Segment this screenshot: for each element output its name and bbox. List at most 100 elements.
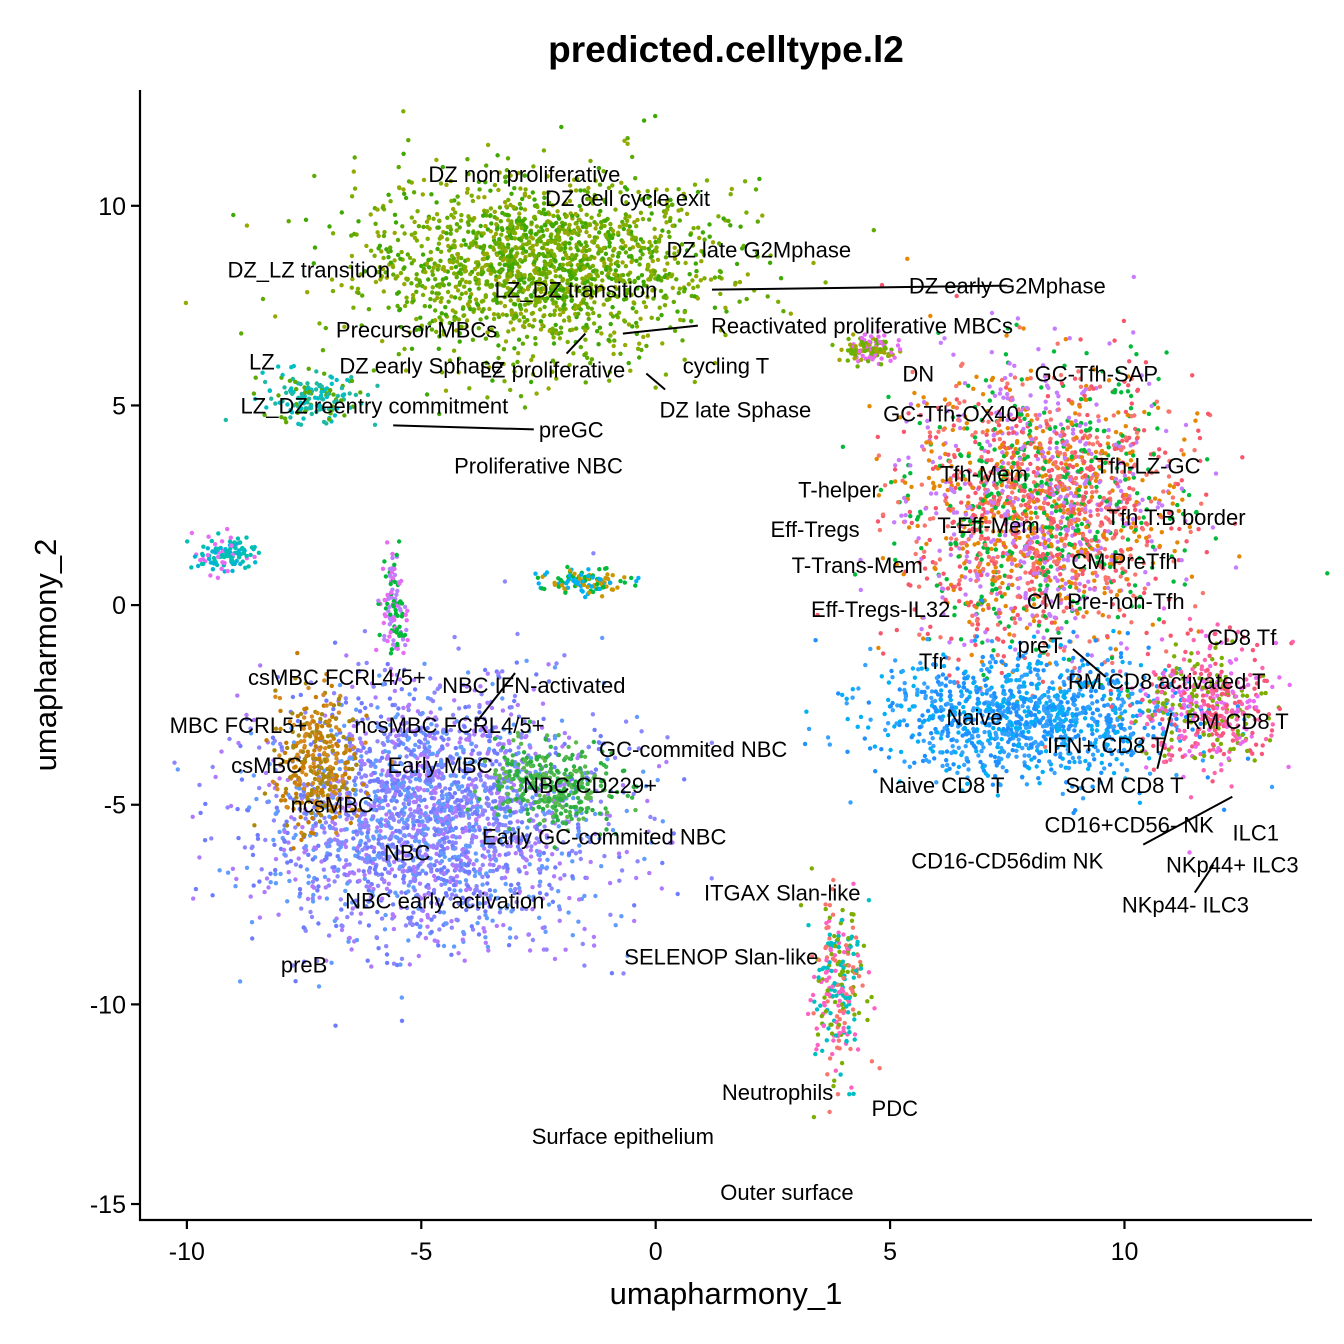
cell-point	[886, 394, 891, 400]
cell-point	[1074, 717, 1079, 722]
cell-point	[1111, 578, 1117, 584]
cell-point	[695, 284, 700, 289]
cell-point	[1018, 503, 1024, 508]
cell-point	[1049, 728, 1055, 733]
cell-point	[1154, 399, 1160, 404]
cell-point	[539, 211, 544, 216]
cell-point	[1175, 540, 1180, 545]
chart-title: predicted.celltype.l2	[548, 29, 904, 70]
cell-point	[311, 261, 316, 266]
cell-point	[480, 265, 485, 270]
cell-point	[488, 206, 494, 211]
cell-point	[905, 256, 910, 261]
cell-point	[1058, 494, 1063, 499]
cell-point	[1055, 401, 1061, 406]
cell-point	[1120, 433, 1125, 438]
cell-point	[1040, 429, 1046, 434]
cell-point	[452, 238, 457, 244]
cell-point	[1052, 770, 1057, 776]
cell-point	[885, 721, 891, 726]
cell-point	[437, 218, 442, 223]
cell-point	[593, 283, 599, 289]
cell-point	[1106, 614, 1112, 619]
cell-point	[898, 749, 904, 755]
cell-point	[451, 206, 456, 212]
cell-point	[1005, 586, 1011, 591]
cell-point	[1159, 530, 1165, 535]
cell-point	[1026, 499, 1032, 505]
cell-point	[512, 346, 517, 351]
cell-point	[543, 266, 549, 272]
cell-point	[1015, 612, 1020, 618]
cell-point	[574, 231, 579, 236]
cell-point	[1022, 672, 1027, 677]
cell-point	[806, 726, 812, 732]
cell-point	[534, 224, 540, 229]
cell-point	[484, 163, 489, 168]
cell-point	[1056, 484, 1061, 490]
cell-point	[428, 249, 433, 255]
cell-point	[306, 366, 311, 371]
cell-point	[464, 324, 469, 329]
cell-point	[991, 537, 996, 543]
cell-point	[545, 247, 550, 253]
cell-point	[588, 282, 593, 287]
cell-point	[917, 725, 922, 730]
cell-point	[1126, 582, 1132, 587]
cell-point	[1036, 571, 1041, 576]
cell-point	[512, 186, 517, 191]
cell-point	[368, 212, 373, 217]
cell-point	[1069, 454, 1075, 459]
cell-point	[1025, 552, 1030, 557]
cell-point	[682, 194, 687, 200]
cell-point	[329, 277, 335, 282]
cell-point	[1059, 461, 1064, 466]
cell-point	[1084, 351, 1089, 356]
cell-point	[1021, 452, 1027, 458]
cell-point	[1050, 680, 1055, 685]
cell-point	[718, 291, 723, 297]
cell-point	[938, 340, 943, 345]
cell-point	[1010, 748, 1015, 753]
cell-point	[971, 675, 976, 680]
cell-point	[945, 586, 951, 591]
cell-point	[638, 256, 643, 261]
cell-point	[627, 280, 633, 285]
cell-point	[990, 656, 996, 661]
cell-point	[542, 259, 547, 264]
cell-point	[1117, 706, 1123, 712]
cell-point	[529, 281, 534, 286]
cell-point	[1132, 583, 1138, 588]
cell-point	[635, 217, 640, 223]
cell-point	[465, 257, 471, 262]
cell-point	[1060, 791, 1066, 797]
cell-point	[553, 322, 558, 328]
cell-point	[419, 327, 424, 332]
cell-point	[587, 265, 593, 270]
cell-point	[641, 196, 646, 201]
cell-point	[1094, 489, 1099, 494]
cell-point	[919, 482, 924, 487]
cell-point	[1074, 707, 1080, 712]
cell-point	[618, 190, 623, 195]
cell-point	[1026, 729, 1031, 734]
cell-point	[639, 273, 645, 278]
cell-point	[1060, 548, 1065, 553]
cell-point	[302, 409, 308, 414]
cell-point	[471, 230, 476, 235]
cell-point	[520, 323, 526, 329]
cell-point	[681, 318, 686, 323]
cell-point	[981, 506, 986, 512]
cell-point	[922, 566, 928, 571]
cell-point	[1106, 434, 1111, 440]
cell-point	[620, 272, 626, 278]
cell-point	[386, 305, 391, 310]
cell-point	[1137, 534, 1142, 539]
cell-point	[430, 269, 435, 274]
cell-point	[1137, 800, 1143, 805]
cell-point	[314, 381, 319, 386]
cell-point	[964, 600, 970, 605]
cell-point	[941, 571, 946, 576]
cell-point	[901, 718, 907, 723]
cell-point	[549, 248, 554, 253]
